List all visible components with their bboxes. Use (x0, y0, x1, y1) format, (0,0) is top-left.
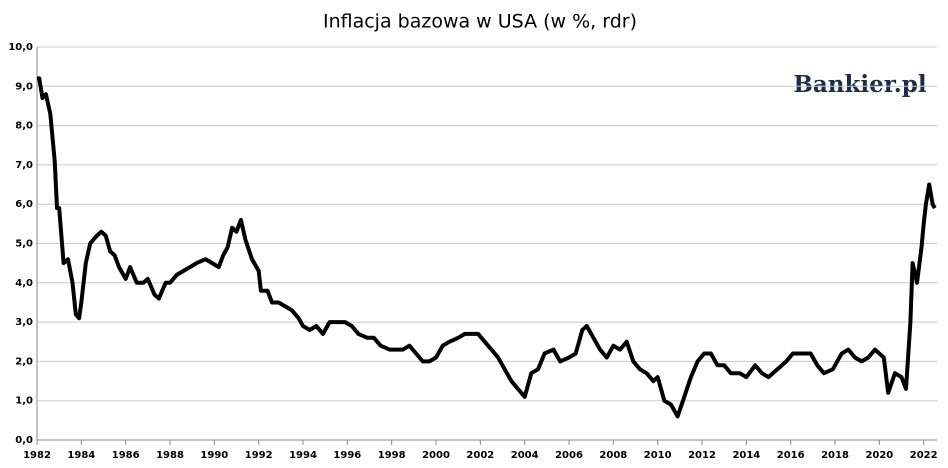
x-tick-label: 2014 (732, 450, 760, 461)
x-tick-label: 2010 (644, 450, 672, 461)
y-tick-label: 10,0 (8, 42, 33, 53)
x-tick-label: 1996 (333, 450, 361, 461)
x-tick-label: 2016 (777, 450, 805, 461)
logo: Bankier.pl (793, 71, 926, 98)
chart-title: Inflacja bazowa w USA (w %, rdr) (323, 11, 637, 33)
x-tick-label: 1992 (245, 450, 273, 461)
x-tick-label: 1998 (378, 450, 406, 461)
x-tick-label: 2006 (555, 450, 583, 461)
x-tick-label: 1994 (289, 450, 317, 461)
x-tick-label: 2000 (422, 450, 450, 461)
y-tick-label: 7,0 (15, 160, 33, 171)
y-tick-label: 0,0 (15, 435, 33, 446)
x-tick-label: 2022 (910, 450, 938, 461)
x-tick-label: 2012 (688, 450, 716, 461)
y-tick-label: 5,0 (15, 239, 33, 250)
x-tick-label: 2002 (466, 450, 494, 461)
x-tick-label: 2004 (511, 450, 539, 461)
x-tick-label: 1982 (23, 450, 51, 461)
y-tick-label: 1,0 (15, 396, 33, 407)
line (37, 76, 937, 419)
x-tick-label: 1990 (200, 450, 228, 461)
y-tick-label: 4,0 (15, 278, 33, 289)
y-tick-label: 9,0 (15, 81, 33, 92)
x-tick-label: 1984 (67, 450, 95, 461)
x-tick-label: 1986 (112, 450, 140, 461)
y-tick-label: 3,0 (15, 317, 33, 328)
y-tick-label: 2,0 (15, 356, 33, 367)
x-tick-label: 1988 (156, 450, 184, 461)
y-tick-label: 6,0 (15, 199, 33, 210)
y-tick-label: 8,0 (15, 121, 33, 132)
x-tick-label: 2020 (865, 450, 893, 461)
x-tick-label: 2018 (821, 450, 849, 461)
x-tick-label: 2008 (599, 450, 627, 461)
